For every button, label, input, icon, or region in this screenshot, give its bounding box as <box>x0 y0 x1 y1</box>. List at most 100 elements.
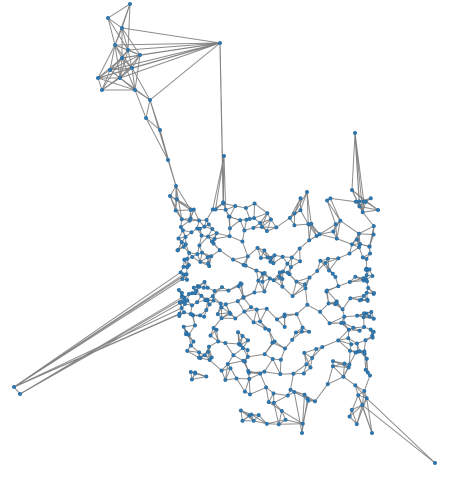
graph-node <box>307 238 312 243</box>
graph-node <box>361 293 366 298</box>
graph-node <box>290 337 295 342</box>
graph-edge <box>109 42 221 71</box>
graph-edge <box>332 365 349 368</box>
graph-edge <box>229 205 236 218</box>
graph-node <box>202 314 207 319</box>
graph-node <box>292 211 297 216</box>
graph-edge <box>273 402 280 425</box>
graph-node <box>361 276 366 281</box>
graph-node <box>360 255 365 260</box>
graph-node <box>129 65 134 70</box>
graph-node <box>368 373 373 378</box>
graph-node <box>278 357 283 362</box>
graph-node <box>323 260 328 265</box>
graph-edge <box>241 241 249 257</box>
graph-edge <box>265 387 270 403</box>
graph-edge <box>325 257 339 264</box>
graph-edge <box>121 27 129 51</box>
graph-edge <box>354 132 360 202</box>
graph-edge <box>244 309 257 313</box>
graph-edge <box>243 297 252 308</box>
graph-node <box>264 306 269 311</box>
graph-edge <box>338 281 350 287</box>
graph-node <box>338 218 343 223</box>
graph-node <box>217 41 222 46</box>
graph-edge <box>109 57 123 71</box>
graph-edge <box>107 3 131 19</box>
graph-node <box>226 288 231 293</box>
graph-edge <box>219 42 224 203</box>
graph-node <box>187 250 192 255</box>
graph-edge <box>351 409 358 425</box>
graph-edge <box>351 132 356 191</box>
graph-node <box>365 298 370 303</box>
graph-node <box>433 461 438 466</box>
graph-node <box>365 279 370 284</box>
graph-node <box>194 288 199 293</box>
graph-edge <box>337 340 351 352</box>
graph-node <box>207 302 212 307</box>
graph-edge <box>300 191 308 211</box>
graph-edge <box>13 273 187 388</box>
graph-node <box>238 408 243 413</box>
graph-node <box>179 240 184 245</box>
graph-edge <box>169 195 191 211</box>
graph-edge <box>107 17 123 29</box>
graph-edge <box>366 397 436 464</box>
graph-node <box>190 254 195 259</box>
graph-node <box>231 257 236 262</box>
graph-edge <box>306 191 309 225</box>
graph-node <box>248 305 253 310</box>
graph-node <box>243 205 248 210</box>
graph-edge <box>213 317 222 329</box>
graph-node <box>157 127 162 132</box>
graph-edge <box>253 420 268 425</box>
graph-node <box>371 316 376 321</box>
graph-edge <box>276 217 291 228</box>
graph-node <box>341 320 346 325</box>
graph-node <box>181 324 186 329</box>
graph-node <box>277 270 282 275</box>
graph-node <box>364 290 369 295</box>
graph-edge <box>332 220 341 232</box>
graph-node <box>127 2 132 6</box>
graph-edge <box>241 283 244 298</box>
graph-edge <box>342 298 351 310</box>
graph-edge <box>363 375 371 392</box>
graph-node <box>173 208 178 213</box>
graph-edge <box>358 225 375 235</box>
graph-node <box>199 293 204 298</box>
graph-node <box>218 301 223 306</box>
graph-node <box>197 226 202 231</box>
graph-node <box>256 413 261 418</box>
graph-edge <box>225 300 238 305</box>
graph-edge <box>97 77 103 91</box>
graph-node <box>279 408 284 413</box>
graph-node <box>283 346 288 351</box>
graph-node <box>221 153 226 158</box>
graph-node <box>233 316 238 321</box>
graph-node <box>105 16 110 21</box>
graph-node <box>275 317 280 322</box>
graph-node <box>354 237 359 242</box>
graph-node <box>199 250 204 255</box>
graph-node <box>195 252 200 257</box>
graph-edge <box>344 315 358 318</box>
graph-node <box>264 385 269 390</box>
graph-edge <box>343 376 356 386</box>
graph-node <box>221 200 226 205</box>
graph-node <box>225 362 230 367</box>
graph-node <box>271 278 276 283</box>
graph-node <box>288 387 293 392</box>
graph-node <box>241 358 246 363</box>
graph-node <box>132 87 137 92</box>
graph-node <box>213 207 218 212</box>
graph-node <box>264 421 269 426</box>
graph-node <box>355 341 360 346</box>
graph-edge <box>326 200 337 225</box>
graph-edge <box>327 366 334 385</box>
graph-node <box>254 307 259 312</box>
graph-node <box>318 309 323 314</box>
graph-node <box>342 314 347 319</box>
graph-node <box>336 284 341 289</box>
